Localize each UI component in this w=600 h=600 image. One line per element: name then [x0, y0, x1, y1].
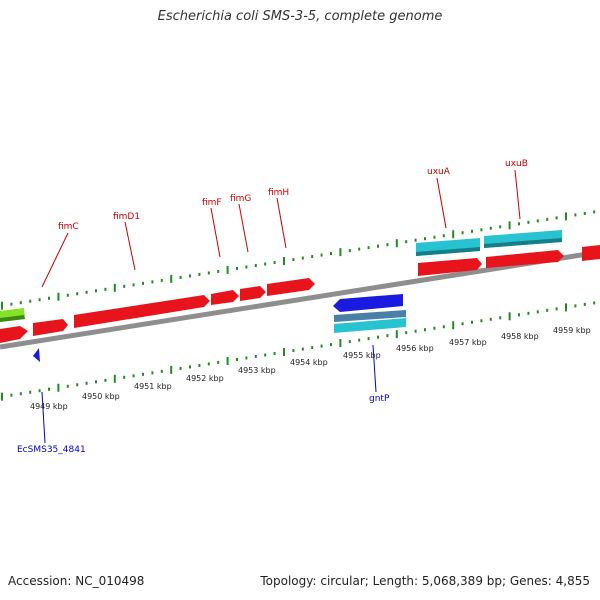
- map-title: Escherichia coli SMS-3-5, complete genom…: [157, 9, 443, 24]
- gene-leader-line: [238, 203, 249, 253]
- scale-label: 4959 kbp: [553, 326, 591, 335]
- gene-leader-line: [210, 207, 221, 258]
- label-leaders: [41, 169, 521, 444]
- scale-label: 4954 kbp: [290, 358, 328, 367]
- gene-label-EcSMS35_4841[interactable]: EcSMS35_4841: [17, 445, 86, 455]
- gene-arrow-fimH: [267, 278, 315, 296]
- gene-label-fimH[interactable]: fimH: [268, 188, 289, 198]
- upper-scale-ticks: [1, 210, 596, 310]
- gene-label-fimD1[interactable]: fimD1: [113, 212, 140, 222]
- gene-leader-line: [436, 177, 447, 229]
- scale-label: 4953 kbp: [238, 366, 276, 375]
- gene-label-uxuB[interactable]: uxuB: [505, 159, 528, 169]
- scale-label: 4950 kbp: [82, 392, 120, 401]
- scale-label: 4955 kbp: [343, 351, 381, 360]
- gene-label-gntP[interactable]: gntP: [369, 394, 390, 404]
- gene-leader-line: [276, 197, 287, 249]
- scale-label: 4957 kbp: [449, 338, 487, 347]
- gene-leader-line: [41, 391, 46, 444]
- gene-label-fimF[interactable]: fimF: [202, 198, 222, 208]
- gene-label-fimC[interactable]: fimC: [58, 222, 79, 232]
- gene-leader-line: [372, 344, 377, 393]
- gene-label-layer: fimC fimD1 fimF fimG fimH uxuA uxuB gntP EcSMS35…: [17, 159, 528, 455]
- gene-leader-line: [124, 221, 136, 271]
- gene-arrow-misc-shade: [0, 315, 25, 322]
- scale-label: 4951 kbp: [134, 382, 172, 391]
- gene-arrow-uxuB-rna-shade: [484, 238, 562, 248]
- gene-label-fimG[interactable]: fimG: [230, 194, 251, 204]
- gene-arrow-fimF: [211, 290, 239, 305]
- gene-label-uxuA[interactable]: uxuA: [427, 167, 451, 177]
- gene-arrow-gntP-rna: [334, 318, 406, 333]
- accession-text: Accession: NC_010498: [8, 574, 145, 588]
- scale-label: 4952 kbp: [186, 374, 224, 383]
- gene-arrow-uxuA-rna-shade: [416, 247, 480, 256]
- gene-arrow-fimG: [240, 286, 266, 301]
- gene-leader-line: [514, 169, 521, 220]
- scale-label: 4949 kbp: [30, 402, 68, 411]
- gene-arrow-right-edge: [582, 245, 600, 261]
- genome-backbone: [0, 249, 600, 350]
- gene-arrow-uxuB: [486, 250, 564, 268]
- gene-arrow-fimD1: [74, 295, 210, 328]
- gene-arrow-gntP-feature: [334, 310, 406, 322]
- lower-scale-ticks: [1, 301, 596, 401]
- scale-label: 4958 kbp: [501, 332, 539, 341]
- genome-summary-text: Topology: circular; Length: 5,068,389 bp…: [260, 574, 590, 588]
- gene-arrow-fimC: [33, 319, 68, 336]
- scale-label-layer: 4949 kbp 4950 kbp 4951 kbp 4952 kbp 4953 kbp…: [30, 326, 591, 411]
- gene-arrow-uxuA: [418, 258, 482, 276]
- gene-leader-line: [41, 232, 69, 288]
- gene-arrow-left-edge: [0, 326, 28, 343]
- gene-arrow-EcSMS35_4841: [33, 348, 40, 362]
- scale-label: 4956 kbp: [396, 344, 434, 353]
- gene-arrow-gntP: [333, 294, 403, 312]
